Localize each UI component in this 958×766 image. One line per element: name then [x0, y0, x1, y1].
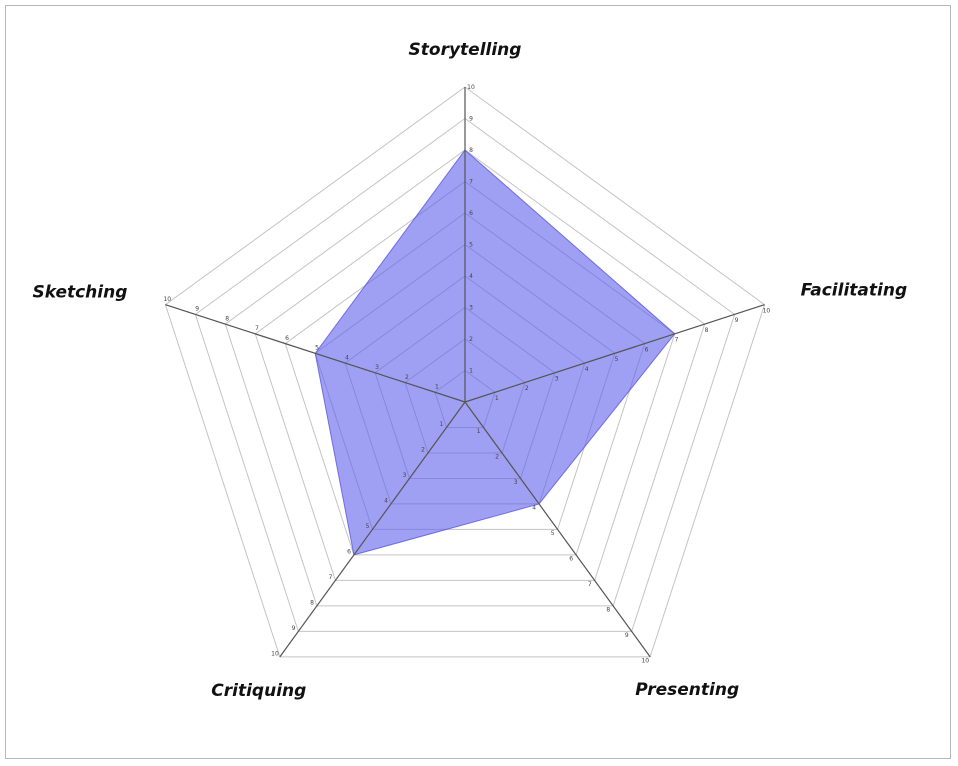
- tick-label: 8: [705, 327, 709, 334]
- tick-label: 4: [384, 497, 388, 504]
- tick-label: 3: [555, 376, 559, 383]
- axis-label-storytelling: Storytelling: [409, 40, 522, 60]
- tick-label: 5: [366, 523, 370, 530]
- tick-label: 1: [469, 368, 473, 375]
- grid-ring-8: [224, 149, 706, 607]
- tick-label: 2: [495, 454, 499, 461]
- tick-label: 4: [345, 354, 349, 361]
- tick-label: 3: [514, 479, 518, 486]
- tick-label: 5: [469, 242, 473, 249]
- tick-label: 9: [625, 632, 629, 639]
- tick-label: 1: [495, 395, 499, 402]
- tick-label: 4: [469, 273, 473, 280]
- tick-label: 3: [469, 305, 473, 312]
- tick-label: 8: [606, 606, 610, 613]
- tick-label: 6: [285, 335, 289, 342]
- value-area: [314, 149, 676, 556]
- axis-label-critiquing: Critiquing: [211, 681, 306, 701]
- tick-label: 2: [525, 385, 529, 392]
- tick-label: 9: [735, 317, 739, 324]
- tick-label: 8: [469, 147, 473, 154]
- spoke-critiquing: [279, 401, 466, 658]
- tick-label: 9: [469, 116, 473, 123]
- tick-label: 9: [292, 625, 296, 632]
- tick-label: 1: [477, 428, 481, 435]
- axis-label-presenting: Presenting: [635, 680, 739, 700]
- tick-label: 2: [421, 446, 425, 453]
- tick-label: 7: [469, 179, 473, 186]
- axis-label-sketching: Sketching: [33, 283, 128, 303]
- tick-label: 1: [440, 421, 444, 428]
- tick-label: 5: [315, 345, 319, 352]
- tick-label: 2: [469, 336, 473, 343]
- tick-label: 8: [310, 599, 314, 606]
- value-area-group: [314, 149, 676, 556]
- tick-label: 3: [375, 364, 379, 371]
- grid-ring-10: [164, 86, 766, 658]
- tick-label: 2: [405, 374, 409, 381]
- tick-label: 5: [615, 356, 619, 363]
- axis-labels: Storytelling Facilitating Presenting Critiq…: [33, 40, 908, 701]
- tick-label: 9: [195, 306, 199, 313]
- tick-label: 10: [163, 296, 171, 303]
- tick-labels: 1 2 3 4 5 6 7 8 9 10 1 2 3 4 5 6 7 8 9 10 1 2 3 4 5 6 7 8 9 10 1 2 3 4 5 6 7…: [163, 84, 770, 664]
- tick-label: 6: [469, 210, 473, 217]
- tick-label: 6: [645, 346, 649, 353]
- tick-label: 10: [641, 657, 649, 664]
- tick-label: 7: [675, 337, 679, 344]
- axis-label-facilitating: Facilitating: [801, 281, 908, 301]
- spoke-sketching: [165, 304, 466, 403]
- tick-label: 4: [585, 366, 589, 373]
- grid-ring-9: [194, 117, 736, 632]
- tick-label: 5: [551, 530, 555, 537]
- tick-label: 7: [329, 574, 333, 581]
- tick-label: 10: [467, 84, 475, 91]
- spoke-presenting: [464, 401, 651, 658]
- tick-label: 10: [763, 307, 771, 314]
- tick-label: 3: [403, 472, 407, 479]
- tick-label: 1: [435, 384, 439, 391]
- tick-label: 10: [271, 650, 279, 657]
- tick-label: 7: [255, 325, 259, 332]
- tick-label: 7: [588, 581, 592, 588]
- tick-label: 6: [347, 548, 351, 555]
- axis-spokes: [165, 87, 765, 658]
- spoke-facilitating: [464, 304, 765, 403]
- tick-label: 8: [225, 315, 229, 322]
- tick-label: 4: [532, 505, 536, 512]
- tick-label: 6: [569, 555, 573, 562]
